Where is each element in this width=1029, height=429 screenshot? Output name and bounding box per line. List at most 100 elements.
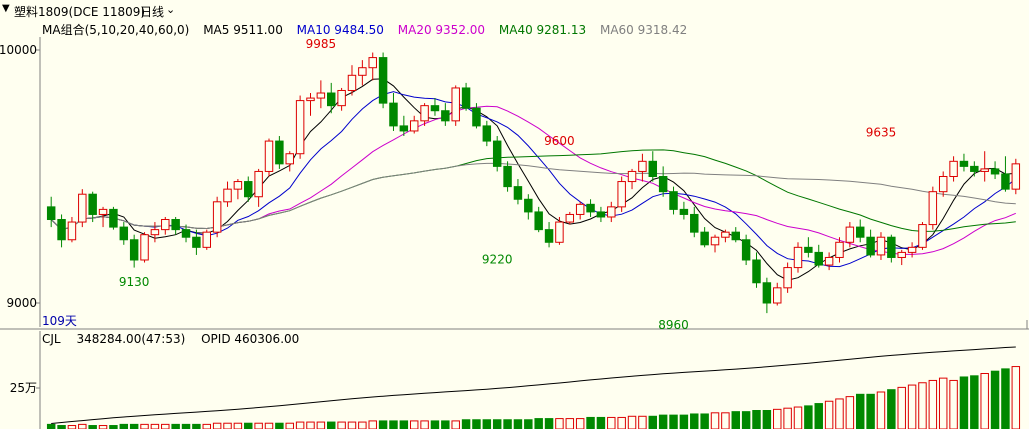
candle-body[interactable] — [793, 246, 803, 269]
candle-body[interactable] — [534, 211, 543, 231]
volume-bar[interactable] — [212, 422, 222, 429]
candle-body[interactable] — [233, 181, 243, 190]
volume-bar[interactable] — [907, 384, 917, 429]
candle-body[interactable] — [88, 193, 97, 215]
candle-body[interactable] — [212, 201, 222, 233]
candle-body[interactable] — [679, 208, 689, 215]
candle-body[interactable] — [752, 259, 761, 284]
candle-body[interactable] — [855, 226, 865, 238]
volume-bar[interactable] — [181, 423, 191, 429]
candle-body[interactable] — [327, 92, 336, 107]
volume-bar[interactable] — [98, 425, 108, 429]
volume-bar[interactable] — [420, 420, 429, 429]
candle-body[interactable] — [959, 160, 969, 167]
volume-bar[interactable] — [368, 420, 377, 429]
volume-bar[interactable] — [690, 413, 699, 429]
candle-body[interactable] — [78, 193, 87, 223]
volume-bar[interactable] — [855, 393, 865, 429]
volume-bar[interactable] — [534, 418, 543, 429]
volume-bar[interactable] — [67, 425, 77, 429]
volume-bar[interactable] — [710, 412, 720, 429]
volume-bar[interactable] — [783, 407, 792, 429]
candle-body[interactable] — [575, 203, 585, 215]
candle-body[interactable] — [223, 188, 232, 203]
candle-body[interactable] — [409, 120, 419, 132]
candle-body[interactable] — [347, 74, 357, 91]
candle-body[interactable] — [980, 168, 989, 172]
candle-body[interactable] — [690, 213, 699, 233]
candle-body[interactable] — [192, 236, 201, 248]
candle-body[interactable] — [202, 231, 212, 248]
candle-body[interactable] — [275, 140, 284, 165]
volume-bar[interactable] — [824, 400, 834, 429]
candle-body[interactable] — [866, 236, 875, 256]
volume-bar[interactable] — [990, 370, 1000, 429]
candle-body[interactable] — [368, 57, 377, 69]
candle-body[interactable] — [161, 219, 170, 231]
volume-bar[interactable] — [980, 373, 989, 429]
candle-body[interactable] — [887, 236, 896, 258]
volume-bar[interactable] — [638, 415, 647, 429]
volume-bar[interactable] — [316, 421, 326, 429]
candle-body[interactable] — [264, 140, 274, 172]
volume-bar[interactable] — [306, 421, 315, 429]
volume-bar[interactable] — [347, 421, 357, 429]
volume-bar[interactable] — [244, 422, 253, 429]
volume-bar[interactable] — [129, 423, 139, 429]
volume-bar[interactable] — [804, 405, 813, 429]
volume-bar[interactable] — [161, 423, 170, 429]
candle-body[interactable] — [254, 170, 263, 198]
candle-body[interactable] — [295, 100, 305, 155]
candle-body[interactable] — [244, 181, 253, 198]
volume-bar[interactable] — [555, 418, 564, 429]
volume-bar[interactable] — [482, 419, 492, 429]
volume-bar[interactable] — [461, 419, 471, 429]
volume-bar[interactable] — [970, 375, 979, 429]
volume-bar[interactable] — [845, 396, 855, 429]
volume-bar[interactable] — [938, 377, 948, 429]
candle-body[interactable] — [67, 221, 77, 241]
candle-body[interactable] — [119, 226, 129, 241]
candle-body[interactable] — [627, 170, 637, 183]
candle-body[interactable] — [451, 87, 460, 122]
candle-body[interactable] — [285, 153, 294, 165]
volume-bar[interactable] — [358, 421, 367, 429]
candle-body[interactable] — [378, 57, 388, 104]
candle-body[interactable] — [845, 226, 855, 243]
candle-body[interactable] — [907, 246, 917, 253]
candle-body[interactable] — [503, 165, 512, 188]
volume-bar[interactable] — [472, 419, 481, 429]
candle-body[interactable] — [358, 67, 367, 76]
candle-body[interactable] — [990, 168, 1000, 175]
volume-bar[interactable] — [866, 393, 875, 429]
volume-bar[interactable] — [658, 414, 668, 429]
volume-bar[interactable] — [337, 421, 346, 429]
volume-bar[interactable] — [648, 415, 658, 429]
volume-bar[interactable] — [773, 408, 782, 429]
candle-body[interactable] — [938, 176, 948, 193]
candle-body[interactable] — [544, 229, 554, 243]
candle-body[interactable] — [617, 181, 626, 208]
candle-body[interactable] — [441, 110, 450, 122]
volume-bar[interactable] — [814, 403, 823, 429]
candle-body[interactable] — [835, 241, 844, 258]
candle-body[interactable] — [970, 165, 979, 172]
candle-body[interactable] — [316, 92, 326, 99]
candle-body[interactable] — [814, 251, 823, 266]
candle-body[interactable] — [140, 234, 149, 261]
period-selector[interactable]: 日线 — [140, 5, 165, 19]
volume-bar[interactable] — [596, 416, 606, 429]
candle-body[interactable] — [607, 206, 616, 218]
candle-body[interactable] — [897, 251, 906, 258]
candle-body[interactable] — [430, 105, 440, 112]
ma-legend-prefix[interactable]: MA组合(5,10,20,40,60,0) — [42, 23, 190, 37]
volume-bar[interactable] — [399, 420, 409, 429]
volume-bar[interactable] — [119, 423, 129, 429]
candle-body[interactable] — [524, 198, 533, 213]
volume-bar[interactable] — [285, 422, 294, 429]
candle-body[interactable] — [57, 219, 66, 241]
volume-bar[interactable] — [741, 411, 751, 429]
volume-bar[interactable] — [669, 414, 678, 429]
volume-bar[interactable] — [295, 421, 305, 429]
volume-bar[interactable] — [679, 414, 689, 429]
